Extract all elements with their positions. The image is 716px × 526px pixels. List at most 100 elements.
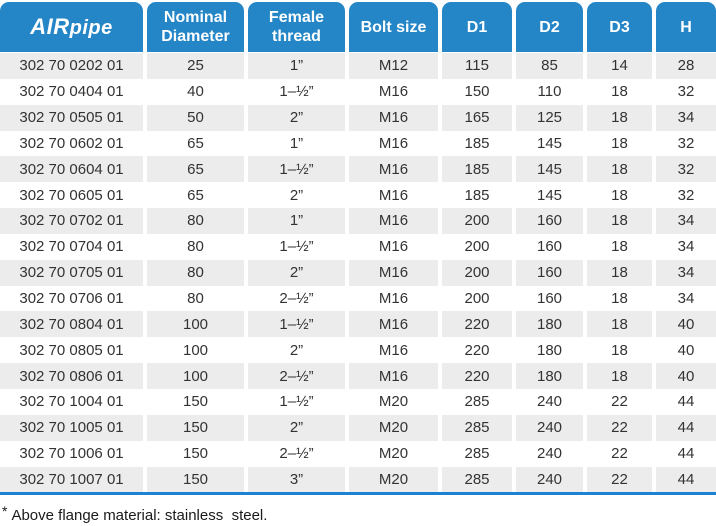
spec-value-cell: 1–½” [248,233,345,260]
spec-value-cell: M16 [349,311,438,338]
spec-value-cell: 18 [587,311,652,338]
spec-value-cell: 2–½” [248,440,345,467]
footnote: * Above flange material: stainless steel. [2,503,716,524]
spec-value-cell: M16 [349,285,438,312]
spec-value-cell: 220 [442,311,512,338]
spec-value-cell: 110 [516,78,583,105]
spec-value-cell: 2” [248,104,345,131]
spec-value-cell: 240 [516,466,583,493]
spec-value-cell: 200 [442,285,512,312]
spec-value-cell: 40 [656,337,716,364]
spec-value-cell: 22 [587,440,652,467]
spec-value-cell: 65 [147,156,244,183]
spec-value-cell: 22 [587,388,652,415]
spec-value-cell: 80 [147,208,244,234]
spec-value-cell: 32 [656,182,716,209]
spec-value-cell: M20 [349,414,438,441]
spec-value-cell: 40 [147,78,244,105]
spec-value-cell: 18 [587,363,652,389]
spec-value-cell: 220 [442,363,512,389]
spec-value-cell: 240 [516,414,583,441]
spec-value-cell: 18 [587,130,652,157]
spec-value-cell: 160 [516,259,583,286]
spec-value-cell: 18 [587,285,652,312]
spec-value-cell: 1–½” [248,156,345,183]
spec-value-cell: 65 [147,130,244,157]
spec-value-cell: 150 [147,440,244,467]
spec-value-cell: 150 [147,466,244,493]
column-header-nominal-diameter: Nominal Diameter [147,2,244,52]
spec-value-cell: 150 [147,414,244,441]
spec-value-cell: M16 [349,363,438,389]
footnote-text: Above flange material: stainless steel. [11,507,268,525]
column-header-female-thread: Female thread [248,2,345,52]
spec-value-cell: 44 [656,388,716,415]
spec-value-cell: 2” [248,337,345,364]
spec-value-cell: 32 [656,130,716,157]
part-number-cell: 302 70 0804 01 [0,311,143,338]
spec-value-cell: 34 [656,285,716,312]
spec-value-cell: 44 [656,440,716,467]
spec-value-cell: 34 [656,233,716,260]
spec-value-cell: M20 [349,440,438,467]
part-number-cell: 302 70 1004 01 [0,388,143,415]
spec-value-cell: M20 [349,388,438,415]
spec-value-cell: 240 [516,440,583,467]
spec-value-cell: 18 [587,259,652,286]
spec-value-cell: M16 [349,259,438,286]
brand-logo: AIRpipe [30,13,113,39]
spec-value-cell: 2” [248,259,345,286]
part-number-cell: 302 70 0602 01 [0,130,143,157]
spec-value-cell: 180 [516,337,583,364]
part-number-cell: 302 70 0704 01 [0,233,143,260]
part-number-cell: 302 70 0202 01 [0,53,143,79]
spec-value-cell: 80 [147,233,244,260]
spec-value-cell: 145 [516,182,583,209]
spec-value-cell: 220 [442,337,512,364]
spec-value-cell: M16 [349,182,438,209]
spec-value-cell: 200 [442,208,512,234]
part-number-cell: 302 70 0706 01 [0,285,143,312]
spec-value-cell: 100 [147,311,244,338]
spec-value-cell: 2” [248,414,345,441]
spec-value-cell: 34 [656,259,716,286]
spec-value-cell: 100 [147,363,244,389]
spec-value-cell: 145 [516,130,583,157]
part-number-cell: 302 70 0604 01 [0,156,143,183]
spec-value-cell: 40 [656,363,716,389]
spec-value-cell: 22 [587,466,652,493]
spec-value-cell: 18 [587,78,652,105]
spec-value-cell: 18 [587,208,652,234]
spec-value-cell: 40 [656,311,716,338]
spec-value-cell: M16 [349,104,438,131]
spec-value-cell: 44 [656,414,716,441]
part-number-cell: 302 70 0605 01 [0,182,143,209]
bottom-rule-divider [0,492,716,496]
brand-logo-air: AIR [30,13,70,39]
spec-value-cell: 200 [442,259,512,286]
spec-value-cell: 145 [516,156,583,183]
spec-value-cell: 285 [442,440,512,467]
spec-value-cell: 18 [587,156,652,183]
column-header-h: H [656,2,716,52]
spec-value-cell: 1–½” [248,311,345,338]
footnote-asterisk: * [2,503,8,520]
spec-value-cell: 1–½” [248,388,345,415]
spec-value-cell: 160 [516,208,583,234]
spec-value-cell: 32 [656,78,716,105]
part-number-cell: 302 70 1006 01 [0,440,143,467]
spec-value-cell: 240 [516,388,583,415]
spec-value-cell: 1–½” [248,78,345,105]
spec-value-cell: 150 [147,388,244,415]
spec-value-cell: 185 [442,130,512,157]
spec-value-cell: 44 [656,466,716,493]
brand-logo-pipe: pipe [69,16,113,39]
spec-value-cell: M16 [349,233,438,260]
spec-value-cell: 125 [516,104,583,131]
part-number-cell: 302 70 0705 01 [0,259,143,286]
spec-value-cell: M16 [349,156,438,183]
spec-value-cell: 25 [147,53,244,79]
column-header-d2: D2 [516,2,583,52]
spec-value-cell: 3” [248,466,345,493]
spec-value-cell: 1” [248,130,345,157]
